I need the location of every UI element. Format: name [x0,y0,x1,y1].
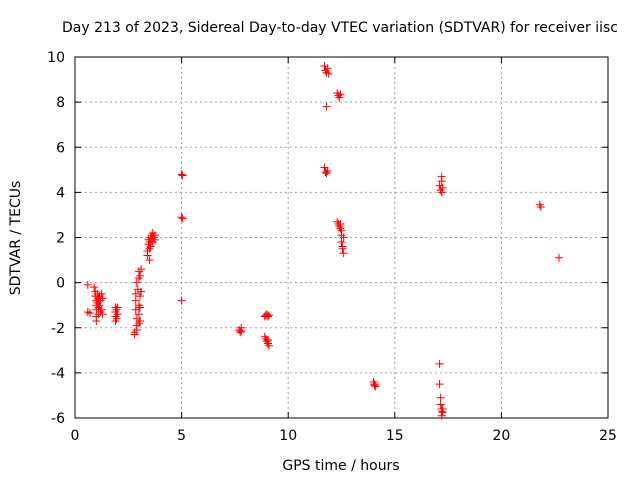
data-point [131,289,140,298]
data-point [320,163,329,172]
data-point [97,305,106,314]
data-point [98,294,107,303]
data-point [95,301,104,310]
data-point [338,244,347,253]
data-point [337,238,346,247]
x-tick-label: 15 [386,428,404,444]
y-tick-label: 6 [56,140,65,156]
data-point [339,249,348,258]
data-point [136,316,145,325]
data-point [437,188,446,197]
data-point [113,310,122,319]
data-point [237,327,246,336]
data-point [136,292,145,301]
y-tick-label: 0 [56,276,65,292]
data-point [83,280,92,289]
data-point [137,287,146,296]
data-point [83,307,92,316]
data-point [92,316,101,325]
data-point [132,326,141,335]
data-point [322,68,331,77]
chart-title: Day 213 of 2023, Sidereal Day-to-day VTE… [62,20,618,36]
y-tick-label: 10 [47,50,65,66]
data-point [437,172,446,181]
data-point [177,170,186,179]
data-point [263,312,272,321]
data-point [236,328,245,337]
data-point [554,253,563,262]
x-tick-label: 20 [492,428,510,444]
data-point [323,64,332,73]
data-point [132,278,141,287]
y-tick-label: -6 [51,411,65,427]
data-point [136,271,145,280]
data-point [371,382,380,391]
data-point [137,265,146,274]
axis-ticks: 0 5 10 15 20 25 -6 -4 -2 0 2 4 6 8 10 [47,50,617,444]
data-point [265,341,274,350]
data-points [83,62,563,420]
data-point [265,311,274,320]
x-axis-label: GPS time / hours [282,458,399,474]
y-tick-label: -2 [51,321,65,337]
y-tick-label: 2 [56,231,65,247]
x-tick-label: 10 [279,428,297,444]
y-tick-label: 8 [56,95,65,111]
data-point [438,404,447,413]
data-point [178,171,187,180]
data-point [536,203,545,212]
x-tick-label: 5 [177,428,186,444]
data-point [435,359,444,368]
data-point [324,69,333,78]
data-point [85,309,94,318]
data-point [90,283,99,292]
data-point [178,214,187,223]
data-point [436,393,445,402]
data-point [335,93,344,102]
data-point [177,296,186,305]
x-tick-label: 25 [599,428,617,444]
data-point [436,400,445,409]
data-point [438,183,447,192]
data-point [131,305,140,314]
data-point [177,213,186,222]
data-point [131,296,140,305]
data-point [437,411,446,420]
data-point [113,303,122,312]
data-point [134,310,143,319]
data-point [112,314,121,323]
data-point [435,380,444,389]
y-axis-label: SDTVAR / TECUs [8,181,24,296]
data-point [145,256,154,265]
data-point [339,233,348,242]
data-point [150,231,159,240]
data-point [336,219,345,228]
data-point [146,242,155,251]
data-point [321,168,330,177]
y-tick-label: 4 [56,185,65,201]
data-point [336,90,345,99]
data-point [136,303,145,312]
y-tick-label: -4 [51,366,65,382]
data-point [130,330,139,339]
data-point [323,166,332,175]
data-point [322,102,331,111]
data-point [97,289,106,298]
data-point [263,336,272,345]
data-point [370,381,379,390]
data-point [98,310,107,319]
x-tick-label: 0 [71,428,80,444]
